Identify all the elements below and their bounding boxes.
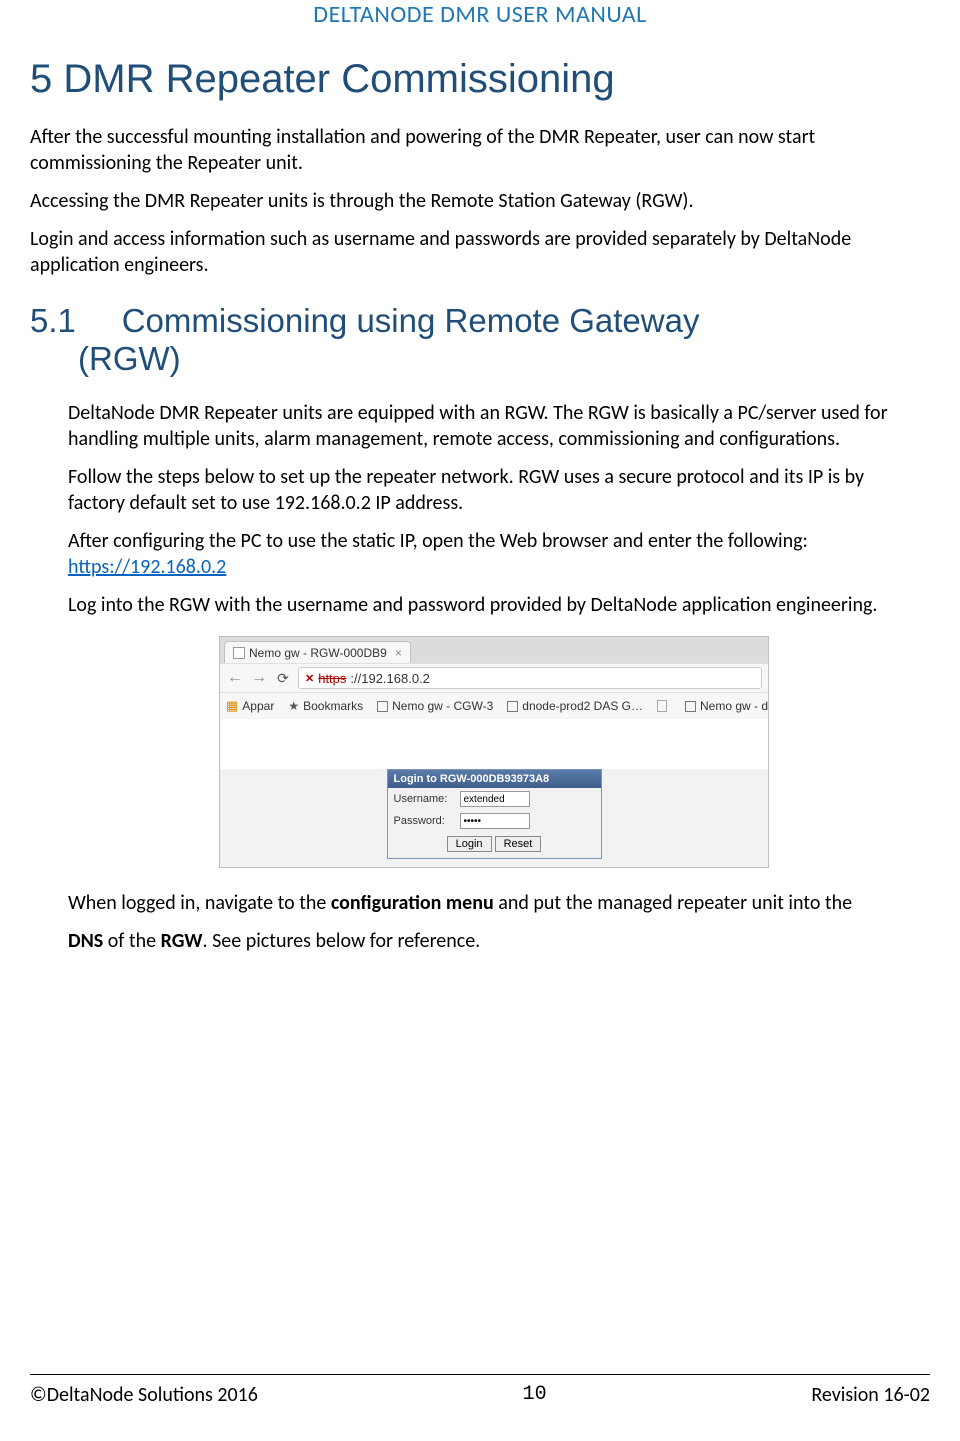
browser-tabbar: Nemo gw - RGW-000DB9 × — [220, 637, 768, 663]
reload-icon[interactable]: ⟳ — [274, 670, 292, 687]
after-p2: DNS of the RGW. See pictures below for r… — [68, 928, 920, 954]
h2-text-line2: (RGW) — [30, 340, 930, 378]
bookmark-item[interactable]: ★ Bookmarks — [288, 699, 363, 713]
page-icon — [507, 701, 518, 712]
bookmark-item[interactable]: Nemo gw - dnode-… — [685, 699, 768, 713]
login-button[interactable]: Login — [447, 836, 492, 852]
intro-p1: After the successful mounting installati… — [30, 124, 930, 176]
login-header: Login to RGW-000DB93973A8 — [388, 770, 601, 788]
browser-tab[interactable]: Nemo gw - RGW-000DB9 × — [224, 641, 411, 663]
reset-button[interactable]: Reset — [495, 836, 542, 852]
bookmark-label: Nemo gw - dnode-… — [700, 699, 768, 713]
after2-d: . See pictures below for reference. — [203, 929, 481, 953]
after-text-c: and put the managed repeater unit into t… — [494, 891, 852, 915]
page-icon — [657, 700, 667, 712]
intro-p2: Accessing the DMR Repeater units is thro… — [30, 188, 930, 214]
bookmark-label: Appar — [242, 699, 274, 713]
url-scheme: https — [318, 671, 346, 686]
bookmark-item[interactable] — [657, 700, 671, 712]
footer-left: ©DeltaNode Solutions 2016 — [30, 1383, 258, 1407]
h2-number: 5.1 — [30, 302, 76, 339]
h1-title: 5 DMR Repeater Commissioning — [30, 57, 930, 102]
after2-a: DNS — [68, 929, 103, 953]
after2-c: RGW — [161, 929, 203, 953]
tab-favicon — [233, 647, 245, 659]
footer-right: Revision 16-02 — [811, 1383, 930, 1407]
h2-text-line1: Commissioning using Remote Gateway — [122, 302, 700, 339]
sub-p1: DeltaNode DMR Repeater units are equippe… — [68, 400, 920, 452]
bookmarks-bar: ▦ Appar ★ Bookmarks Nemo gw - CGW-3 dnode-… — [220, 693, 768, 719]
intro-p3: Login and access information such as use… — [30, 226, 930, 278]
sub-p3-text: After configuring the PC to use the stat… — [68, 529, 808, 553]
page-icon — [377, 701, 388, 712]
browser-screenshot: Nemo gw - RGW-000DB9 × ← → ⟳ ✕ https ://1… — [68, 636, 920, 868]
bookmark-apps[interactable]: ▦ Appar — [226, 698, 274, 714]
h2-title: 5.1 Commissioning using Remote Gateway (… — [30, 302, 930, 378]
ip-link[interactable]: https://192.168.0.2 — [68, 555, 226, 579]
after-text-b: configuration menu — [331, 891, 494, 915]
username-label: Username: — [394, 793, 454, 805]
username-input[interactable] — [460, 791, 530, 807]
bookmark-label: Nemo gw - CGW-3 — [392, 699, 493, 713]
bookmark-label: dnode-prod2 DAS G… — [522, 699, 643, 713]
login-box: Login to RGW-000DB93973A8 Username: Pass… — [387, 769, 602, 859]
after-p1: When logged in, navigate to the configur… — [68, 890, 920, 916]
bookmark-label: Bookmarks — [303, 699, 363, 713]
password-label: Password: — [394, 815, 454, 827]
apps-icon: ▦ — [226, 698, 238, 714]
nav-forward-icon[interactable]: → — [250, 669, 268, 687]
tab-close-icon[interactable]: × — [395, 646, 402, 660]
password-input[interactable] — [460, 813, 530, 829]
bookmark-item[interactable]: dnode-prod2 DAS G… — [507, 699, 643, 713]
sub-p2: Follow the steps below to set up the rep… — [68, 464, 920, 516]
browser-canvas — [220, 719, 768, 769]
footer-page-number: 10 — [258, 1383, 811, 1407]
browser-addressbar: ← → ⟳ ✕ https ://192.168.0.2 — [220, 663, 768, 693]
tab-title: Nemo gw - RGW-000DB9 — [249, 646, 387, 660]
bookmark-item[interactable]: Nemo gw - CGW-3 — [377, 699, 493, 713]
star-icon: ★ — [288, 699, 299, 713]
sub-p4: Log into the RGW with the username and p… — [68, 592, 920, 618]
sub-p3: After configuring the PC to use the stat… — [68, 528, 920, 580]
nav-back-icon[interactable]: ← — [226, 669, 244, 687]
after2-b: of the — [103, 929, 160, 953]
url-rest: ://192.168.0.2 — [350, 671, 430, 686]
after-text-a: When logged in, navigate to the — [68, 891, 331, 915]
page-icon — [685, 701, 696, 712]
url-input[interactable]: ✕ https ://192.168.0.2 — [298, 667, 762, 689]
insecure-icon: ✕ — [305, 672, 314, 685]
page-footer: ©DeltaNode Solutions 2016 10 Revision 16… — [30, 1374, 930, 1407]
page-header: DELTANODE DMR USER MANUAL — [30, 0, 930, 29]
